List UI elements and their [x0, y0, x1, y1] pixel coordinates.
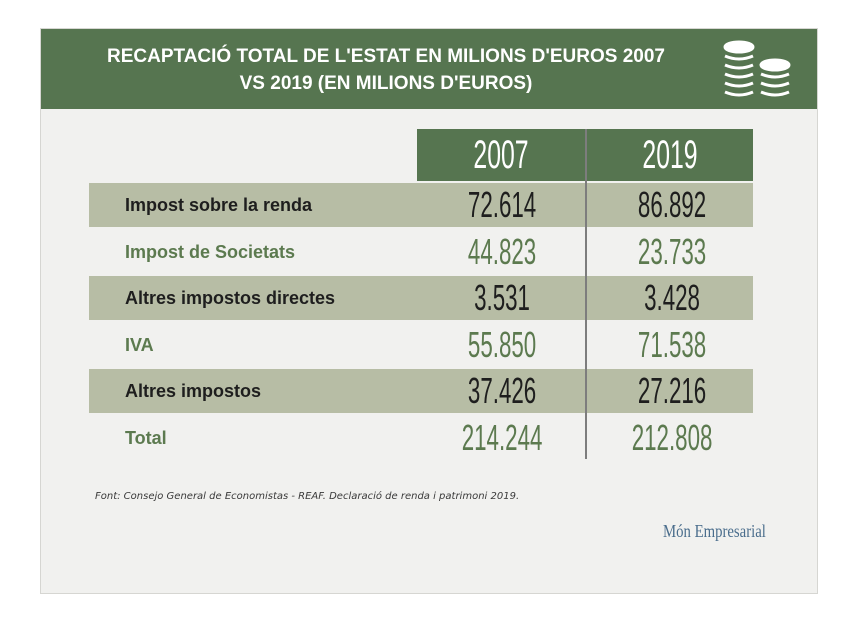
chart-title: RECAPTACIÓ TOTAL DE L'ESTAT EN MILIONS D… [61, 43, 711, 97]
title-line-2: VS 2019 (EN MILIONS D'EUROS) [239, 73, 533, 94]
cell-value-2007: 44.823 [417, 230, 587, 274]
cell-value-2019: 3.428 [587, 276, 757, 320]
infographic-card: RECAPTACIÓ TOTAL DE L'ESTAT EN MILIONS D… [40, 28, 818, 594]
table-row: Altres impostos directes 3.531 3.428 [89, 276, 753, 320]
cell-value-2019: 27.216 [587, 369, 757, 413]
table-row: Impost sobre la renda 72.614 86.892 [89, 183, 753, 227]
cell-value-text: 55.850 [467, 323, 537, 365]
cell-value-2007: 3.531 [417, 276, 587, 320]
cell-value-text: 212.808 [631, 416, 713, 458]
brand-logo: Món Empresarial [663, 521, 788, 542]
cell-value-2019: 212.808 [587, 416, 757, 460]
cell-value-text: 86.892 [637, 184, 707, 225]
cell-value-2019: 71.538 [587, 323, 757, 367]
cell-value-text: 44.823 [467, 230, 537, 272]
column-header-2007: 2007 [448, 129, 554, 181]
cell-value-2019: 86.892 [587, 183, 757, 227]
row-label: Total [125, 427, 167, 448]
cell-value-2019: 23.733 [587, 230, 757, 274]
header-bar: RECAPTACIÓ TOTAL DE L'ESTAT EN MILIONS D… [41, 29, 817, 109]
cell-value-text: 3.428 [644, 277, 700, 318]
cell-value-text: 71.538 [637, 323, 707, 365]
cell-value-text: 3.531 [474, 277, 530, 318]
row-label: Altres impostos [125, 381, 262, 401]
column-divider [585, 129, 587, 459]
cell-value-2007: 55.850 [417, 323, 587, 367]
table-row: Altres impostos 37.426 27.216 [89, 369, 753, 413]
cell-value-text: 37.426 [467, 370, 537, 411]
cell-value-2007: 214.244 [417, 416, 587, 460]
coins-stack-icon [723, 40, 791, 97]
cell-value-text: 72.614 [467, 184, 537, 225]
table-row: Impost de Societats 44.823 23.733 [89, 230, 753, 274]
column-header-2019: 2019 [618, 129, 722, 181]
cell-value-2007: 37.426 [417, 369, 587, 413]
brand-name: Món Empresarial [663, 521, 766, 541]
cell-value-2007: 72.614 [417, 183, 587, 227]
row-label: Impost de Societats [125, 241, 296, 262]
row-label: Impost sobre la renda [125, 195, 313, 215]
title-line-1: RECAPTACIÓ TOTAL DE L'ESTAT EN MILIONS D… [107, 46, 665, 67]
cell-value-text: 214.244 [461, 416, 543, 458]
table-row: Total 214.244 212.808 [89, 416, 753, 460]
cell-value-text: 27.216 [637, 370, 707, 411]
table-row: IVA 55.850 71.538 [89, 323, 753, 367]
row-label: IVA [125, 334, 154, 355]
row-label: Altres impostos directes [125, 288, 336, 308]
source-note: Font: Consejo General de Economistas - R… [95, 491, 520, 502]
cell-value-text: 23.733 [637, 230, 707, 272]
